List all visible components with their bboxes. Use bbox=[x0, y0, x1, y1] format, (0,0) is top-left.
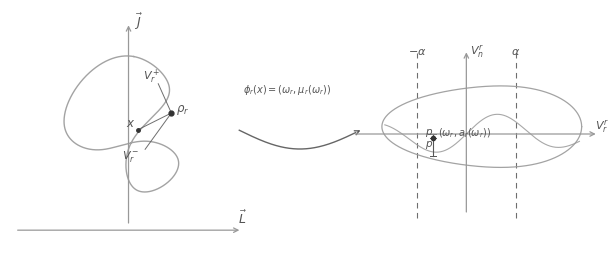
Text: $\vec{J}$: $\vec{J}$ bbox=[134, 12, 143, 32]
Text: $p$: $p$ bbox=[425, 127, 433, 139]
Text: $p$: $p$ bbox=[425, 139, 433, 151]
Text: $\phi_r(x){=}(\omega_r, \mu_r(\omega_r))$: $\phi_r(x){=}(\omega_r, \mu_r(\omega_r))… bbox=[244, 83, 331, 97]
Text: $(\omega_r, a_r(\omega_r))$: $(\omega_r, a_r(\omega_r))$ bbox=[438, 126, 491, 140]
Text: $\alpha$: $\alpha$ bbox=[512, 47, 520, 57]
Text: $V_r^+$: $V_r^+$ bbox=[143, 68, 160, 86]
Text: $V_n^r$: $V_n^r$ bbox=[470, 44, 484, 60]
Text: $V_r^-$: $V_r^-$ bbox=[122, 149, 140, 164]
Text: $x$: $x$ bbox=[126, 117, 135, 131]
Text: $\rho_r$: $\rho_r$ bbox=[176, 103, 189, 117]
Text: $-\alpha$: $-\alpha$ bbox=[408, 47, 426, 57]
Text: $\vec{L}$: $\vec{L}$ bbox=[238, 209, 247, 227]
Text: $V_r^r$: $V_r^r$ bbox=[595, 118, 609, 135]
